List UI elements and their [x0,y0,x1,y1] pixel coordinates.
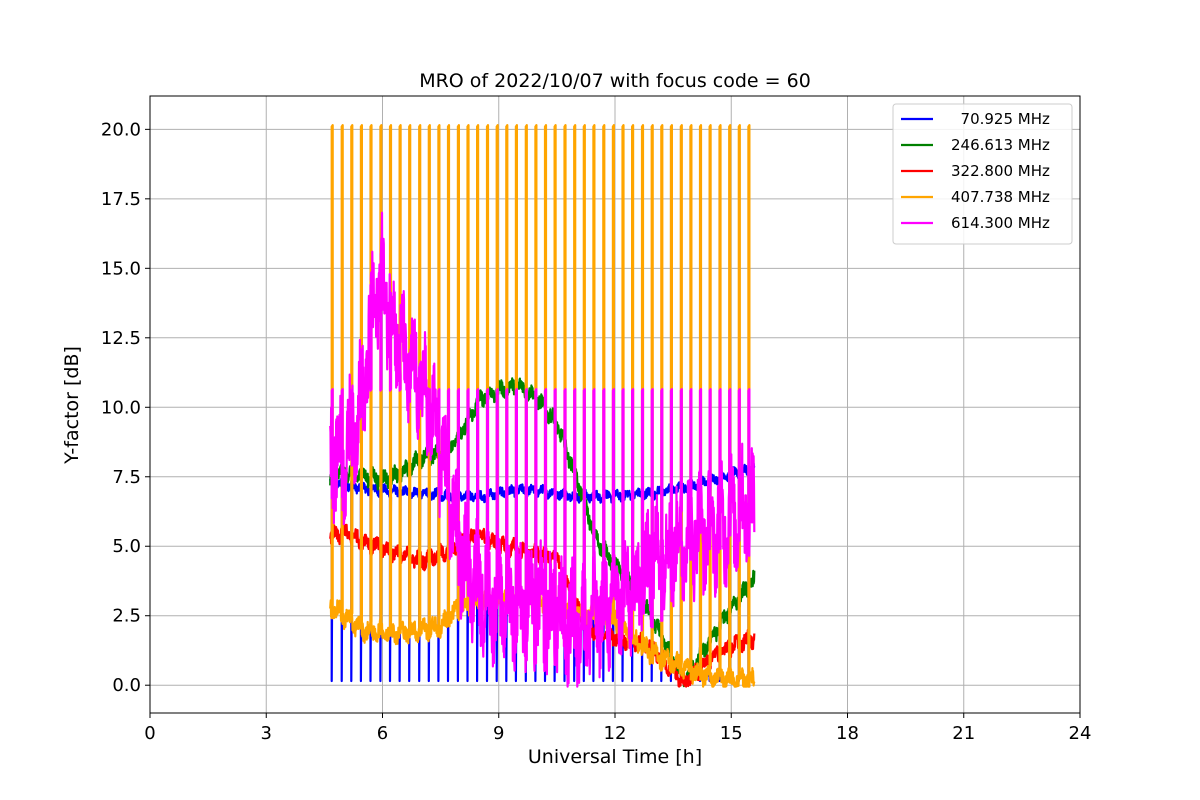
x-tick-label: 9 [493,723,504,744]
legend-label: 407.738 MHz [951,188,1050,206]
x-tick-label: 6 [377,723,388,744]
legend-label: 614.300 MHz [951,214,1050,232]
y-tick-label: 20.0 [101,119,141,140]
legend: 70.925 MHz 246.613 MHz 322.800 MHz 407.738 … [892,103,1073,245]
legend-box [892,103,1073,245]
legend-label: 322.800 MHz [951,162,1050,180]
x-tick-label: 21 [952,723,975,744]
y-tick-label: 2.5 [112,606,141,627]
series-line [329,124,756,688]
series-407-738-mhz [329,124,756,688]
series-614-300-mhz [329,211,756,688]
legend-label: 246.613 MHz [951,136,1050,154]
series-line [329,211,756,688]
series-layer [329,124,756,688]
y-tick-label: 12.5 [101,328,141,349]
x-axis-label: Universal Time [h] [528,746,702,768]
y-tick-label: 0.0 [112,675,141,696]
x-tick-label: 24 [1069,723,1092,744]
x-tick-label: 12 [604,723,627,744]
y-tick-label: 15.0 [101,258,141,279]
x-tick-label: 18 [836,723,859,744]
y-tick-label: 17.5 [101,189,141,210]
x-tick-label: 15 [720,723,743,744]
y-tick-label: 7.5 [112,467,141,488]
tick-layer: 0 3 6 9 12 15 18 21 24 0.0 2.5 5.0 7.5 10.0 12.5 15.0 17… [101,119,1092,744]
y-tick-label: 5.0 [112,536,141,557]
chart-title: MRO of 2022/10/07 with focus code = 60 [419,70,811,92]
y-axis-label: Y-factor [dB] [61,346,83,465]
y-tick-label: 10.0 [101,397,141,418]
legend-label: 70.925 MHz [951,110,1050,128]
x-tick-label: 0 [144,723,155,744]
x-tick-label: 3 [261,723,272,744]
